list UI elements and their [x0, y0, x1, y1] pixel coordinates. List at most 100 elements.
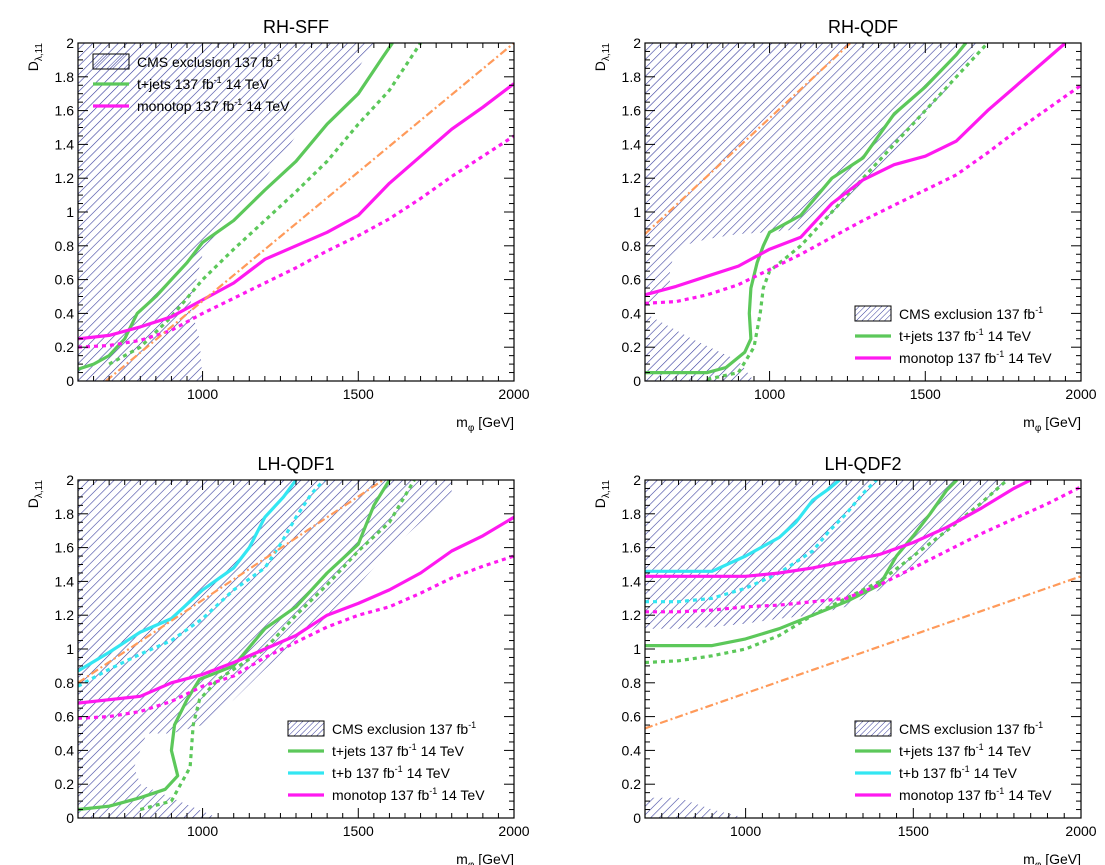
series-monotop-dotted	[78, 554, 514, 720]
x-tick-label: 2000	[1065, 823, 1096, 839]
legend-item-tjets: t+jets 137 fb-1 14 TeV	[93, 75, 270, 92]
series-tjets-dotted	[108, 43, 422, 366]
y-axis-label-sub: λ,11	[601, 43, 612, 62]
legend-swatch-exclusion	[287, 720, 325, 737]
legend-label-text: CMS exclusion 137 fb	[899, 306, 1035, 322]
legend-label-sup: -1	[962, 764, 970, 774]
series-monotop-dotted	[645, 83, 1081, 305]
legend-label-sup: -1	[996, 349, 1004, 359]
series-diagonal-dashdot	[645, 575, 1081, 730]
series-monotop-solid	[78, 515, 514, 705]
legend-label-sup: -1	[395, 764, 403, 774]
panel-title: LH-QDF2	[824, 454, 901, 474]
x-axis-label-sub: φ	[468, 423, 475, 434]
series-tjets-solid	[645, 480, 959, 648]
legend-label-text: monotop 137 fb	[899, 350, 997, 366]
exclusion-region-lower	[645, 797, 746, 818]
exclusion-region-lower	[645, 313, 754, 381]
legend-swatch-exclusion	[92, 53, 130, 70]
y-axis-label: Dλ,11	[592, 480, 612, 509]
y-tick-label: 1.4	[622, 136, 642, 152]
panel-title: LH-QDF1	[257, 454, 334, 474]
series-tb-dotted	[78, 480, 326, 688]
legend-label-text: t+b 137 fb	[332, 765, 395, 781]
panel-title: RH-QDF	[828, 17, 898, 37]
y-tick-label: 1	[66, 641, 74, 657]
y-tick-label: 0	[633, 810, 641, 826]
x-tick-label: 2000	[1065, 386, 1096, 402]
x-axis-label-main: m	[456, 414, 468, 430]
legend-item-tb: t+b 137 fb-1 14 TeV	[288, 764, 451, 781]
legend-label-exclusion: CMS exclusion 137 fb-1	[899, 720, 1043, 737]
series-diagonal-dashdot	[645, 43, 852, 235]
series-tjets-dotted	[645, 480, 1009, 665]
legend-label-energy: 14 TeV	[970, 765, 1018, 781]
legend-item-exclusion: CMS exclusion 137 fb-1	[854, 305, 1043, 322]
legend-label-sup: -1	[429, 786, 437, 796]
x-tick-label: 1000	[754, 386, 785, 402]
legend-item-monotop: monotop 137 fb-1 14 TeV	[93, 97, 290, 114]
legend-label-energy: 14 TeV	[403, 765, 451, 781]
y-tick-label: 1.8	[622, 69, 642, 85]
legend-label-text: t+jets 137 fb	[137, 76, 214, 92]
x-axis-label-main: m	[456, 851, 468, 865]
series-diagonal-dashdot	[78, 480, 384, 684]
legend-label-tjets: t+jets 137 fb-1 14 TeV	[899, 742, 1032, 759]
y-tick-label: 2	[66, 35, 74, 51]
exclusion-region	[78, 43, 374, 381]
legend-label-text: t+b 137 fb	[899, 765, 962, 781]
y-axis-label: Dλ,11	[25, 480, 45, 509]
y-tick-label: 0.2	[55, 776, 75, 792]
y-tick-label: 2	[66, 472, 74, 488]
legend-item-tb: t+b 137 fb-1 14 TeV	[855, 764, 1018, 781]
legend-label-text: CMS exclusion 137 fb	[899, 721, 1035, 737]
x-tick-label: 2000	[498, 823, 529, 839]
legend: CMS exclusion 137 fb-1t+jets 137 fb-1 14…	[854, 720, 1052, 803]
plot-area	[645, 43, 1081, 381]
y-axis-label: Dλ,11	[592, 43, 612, 72]
x-tick-label: 1500	[343, 386, 374, 402]
legend: CMS exclusion 137 fb-1t+jets 137 fb-1 14…	[854, 305, 1052, 366]
legend-item-monotop: monotop 137 fb-1 14 TeV	[855, 349, 1052, 366]
y-tick-label: 0.8	[622, 238, 642, 254]
legend-label-energy: 14 TeV	[1004, 350, 1052, 366]
y-tick-label: 1.8	[55, 69, 75, 85]
y-axis-label-main: D	[592, 61, 608, 71]
y-tick-label: 1.6	[622, 540, 642, 556]
x-axis-label-main: m	[1023, 414, 1035, 430]
x-axis-label-main: m	[1023, 851, 1035, 865]
y-tick-label: 1	[633, 641, 641, 657]
x-tick-label: 1000	[187, 386, 218, 402]
x-axis-label: mφ [GeV]	[456, 414, 514, 434]
series-tjets-solid	[645, 43, 968, 375]
legend-label-exclusion: CMS exclusion 137 fb-1	[137, 53, 281, 70]
y-tick-label: 0	[66, 373, 74, 389]
legend-label-sup: -1	[273, 53, 281, 63]
legend-item-monotop: monotop 137 fb-1 14 TeV	[855, 786, 1052, 803]
legend-label-energy: 14 TeV	[242, 98, 290, 114]
x-axis-label-unit: [GeV]	[1041, 414, 1081, 430]
y-tick-label: 0.6	[55, 272, 75, 288]
y-tick-label: 1.4	[55, 136, 75, 152]
y-axis-label-sub: λ,11	[34, 43, 45, 62]
legend-label-text: monotop 137 fb	[332, 787, 430, 803]
legend-label-sup: -1	[1035, 720, 1043, 730]
y-tick-label: 0.6	[622, 272, 642, 288]
x-tick-label: 1000	[187, 823, 218, 839]
y-tick-label: 0.6	[622, 709, 642, 725]
legend-label-sup: -1	[1035, 305, 1043, 315]
legend-label-monotop: monotop 137 fb-1 14 TeV	[137, 97, 290, 114]
legend-label-text: monotop 137 fb	[899, 787, 997, 803]
x-axis-label-sub: φ	[1035, 423, 1042, 434]
y-tick-label: 0.2	[55, 339, 75, 355]
legend-label-monotop: monotop 137 fb-1 14 TeV	[899, 349, 1052, 366]
legend-item-tjets: t+jets 137 fb-1 14 TeV	[855, 742, 1032, 759]
series-tb-solid	[645, 480, 841, 573]
x-tick-label: 1500	[343, 823, 374, 839]
exclusion-region	[645, 43, 982, 305]
legend-label-energy: 14 TeV	[417, 743, 465, 759]
x-tick-label: 1500	[910, 386, 941, 402]
y-axis-label-sub: λ,11	[34, 480, 45, 499]
x-tick-label: 1500	[898, 823, 929, 839]
legend-item-exclusion: CMS exclusion 137 fb-1	[854, 720, 1043, 737]
